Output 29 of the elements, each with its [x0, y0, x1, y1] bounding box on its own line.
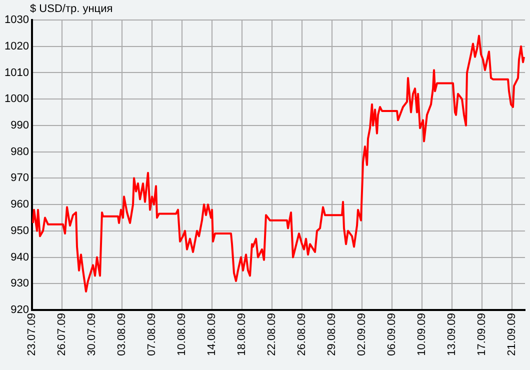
x-tick-label: 21.09.09 — [506, 313, 518, 356]
y-tick-label: 960 — [10, 198, 29, 211]
x-tick-label: 03.08.09 — [116, 313, 128, 356]
x-tick-label: 26.07.09 — [56, 313, 68, 356]
x-tick-label: 07.08.09 — [146, 313, 158, 356]
x-tick-label: 17.09.09 — [476, 313, 488, 356]
x-tick-label: 02.09.09 — [356, 313, 368, 356]
y-tick-label: 940 — [10, 251, 29, 264]
x-tick-label: 13.09.09 — [446, 313, 458, 356]
y-axis-title: $ USD/тр. унция — [30, 3, 113, 16]
x-tick-label: 10.08.09 — [176, 313, 188, 356]
y-tick-label: 930 — [10, 278, 29, 290]
y-tick-label: 1010 — [4, 66, 29, 79]
x-tick-label: 14.08.09 — [206, 313, 218, 356]
x-tick-label: 29.08.09 — [326, 313, 338, 356]
y-tick-label: 1030 — [4, 14, 29, 26]
y-tick-label: 980 — [10, 146, 29, 158]
y-tick-label: 970 — [10, 172, 29, 184]
x-tick-label: 30.07.09 — [86, 313, 98, 356]
x-tick-label: 26.08.09 — [296, 313, 308, 356]
x-tick-label: 22.08.09 — [266, 313, 278, 356]
y-tick-label: 1020 — [4, 40, 29, 52]
x-tick-label: 06.09.09 — [386, 313, 398, 356]
y-tick-label: 1000 — [4, 93, 29, 106]
x-tick-label: 10.09.09 — [416, 313, 428, 356]
y-tick-label: 990 — [10, 119, 29, 132]
y-tick-label: 950 — [10, 224, 29, 237]
x-tick-label: 23.07.09 — [26, 313, 38, 356]
x-tick-label: 18.08.09 — [236, 313, 248, 356]
